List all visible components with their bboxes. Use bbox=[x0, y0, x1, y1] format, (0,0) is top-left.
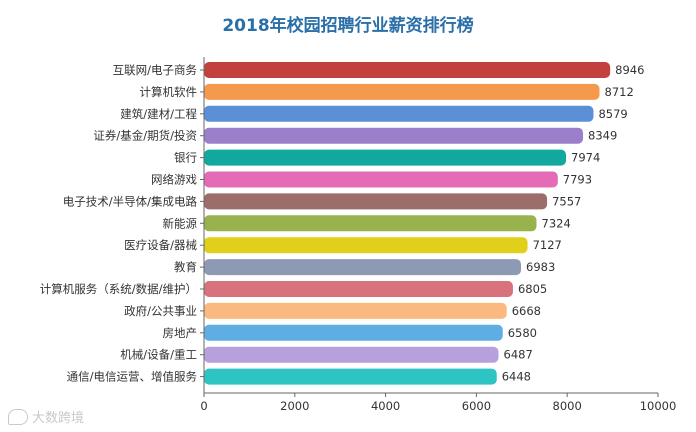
x-tick-label: 4000 bbox=[371, 399, 400, 413]
category-label: 建筑/建材/工程 bbox=[120, 107, 197, 121]
category-label: 房地产 bbox=[163, 326, 198, 340]
value-label: 8946 bbox=[615, 63, 644, 77]
x-tick-label: 6000 bbox=[462, 399, 491, 413]
value-label: 7974 bbox=[571, 151, 600, 165]
x-tick-label: 0 bbox=[200, 399, 207, 413]
category-label: 政府/公共事业 bbox=[124, 304, 197, 318]
category-label: 互联网/电子商务 bbox=[113, 63, 198, 77]
x-tick-label: 10000 bbox=[640, 399, 677, 413]
value-labels: 8946 8712 8579 8349 7974 7793 7557 7324 7127 6983… bbox=[502, 63, 645, 384]
value-label: 7127 bbox=[533, 238, 562, 252]
bar bbox=[204, 259, 522, 276]
bar bbox=[204, 105, 594, 122]
value-label: 6580 bbox=[508, 326, 537, 340]
bar bbox=[204, 171, 558, 188]
bar-series bbox=[204, 62, 611, 385]
category-label: 通信/电信运营、增值服务 bbox=[67, 370, 198, 384]
category-label: 教育 bbox=[174, 260, 197, 274]
chart-title: 2018年校园招聘行业薪资排行榜 bbox=[222, 16, 474, 36]
bar bbox=[204, 302, 507, 319]
category-label: 证券/基金/期货/投资 bbox=[93, 129, 197, 143]
category-label: 电子技术/半导体/集成电路 bbox=[63, 194, 198, 208]
bar bbox=[204, 281, 513, 297]
value-label: 8579 bbox=[598, 107, 627, 121]
bar bbox=[204, 368, 497, 385]
value-label: 7793 bbox=[563, 173, 592, 187]
bar bbox=[204, 324, 503, 341]
category-label: 医疗设备/器械 bbox=[124, 238, 197, 252]
bar bbox=[204, 193, 548, 210]
y-axis-labels: 互联网/电子商务计算机软件建筑/建材/工程证券/基金/期货/投资银行网络游戏电子… bbox=[40, 63, 204, 384]
watermark: 大数跨境 bbox=[8, 407, 84, 426]
bar bbox=[204, 215, 537, 232]
category-label: 计算机软件 bbox=[140, 85, 198, 99]
value-label: 6668 bbox=[512, 304, 541, 318]
x-axis: 0 2000 4000 6000 8000 10000 bbox=[200, 57, 676, 413]
bar bbox=[204, 83, 600, 100]
category-label: 计算机服务（系统/数据/维护） bbox=[40, 282, 197, 296]
category-label: 新能源 bbox=[163, 216, 198, 230]
value-label: 7324 bbox=[542, 216, 571, 230]
category-label: 网络游戏 bbox=[151, 173, 197, 187]
bar bbox=[204, 149, 567, 166]
watermark-text: 大数跨境 bbox=[32, 411, 85, 426]
chat-bubble-icon bbox=[8, 408, 28, 425]
category-label: 银行 bbox=[174, 151, 197, 165]
value-label: 8349 bbox=[588, 129, 617, 143]
category-label: 机械/设备/重工 bbox=[120, 348, 197, 362]
value-label: 6983 bbox=[526, 260, 555, 274]
bar bbox=[204, 237, 528, 254]
bar bbox=[204, 346, 499, 363]
x-tick-label: 2000 bbox=[280, 399, 309, 413]
value-label: 7557 bbox=[552, 194, 581, 208]
x-tick-label: 8000 bbox=[553, 399, 582, 413]
value-label: 8712 bbox=[605, 85, 634, 99]
bar bbox=[204, 127, 584, 144]
value-label: 6487 bbox=[504, 348, 533, 362]
value-label: 6805 bbox=[518, 282, 547, 296]
value-label: 6448 bbox=[502, 370, 531, 384]
bar bbox=[204, 62, 611, 78]
